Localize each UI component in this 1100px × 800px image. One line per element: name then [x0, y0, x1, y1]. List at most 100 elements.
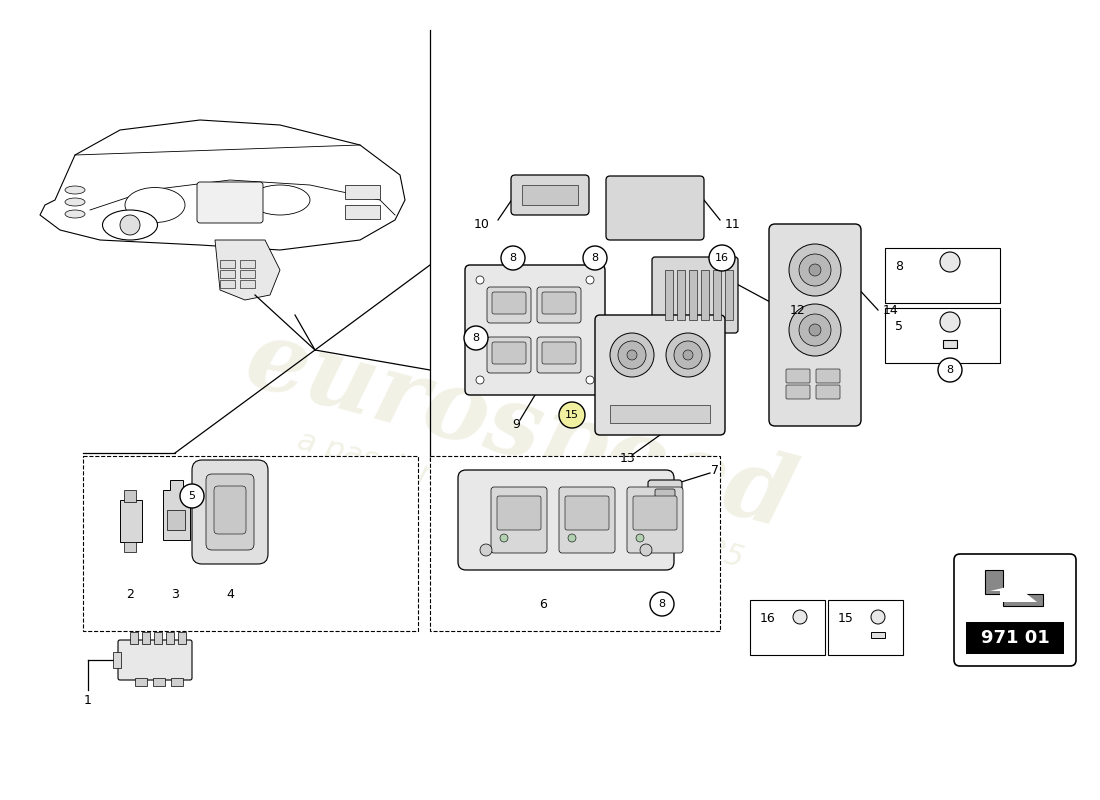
- Text: 8: 8: [895, 260, 903, 273]
- Text: 5: 5: [188, 491, 196, 501]
- FancyBboxPatch shape: [537, 337, 581, 373]
- FancyBboxPatch shape: [606, 176, 704, 240]
- Bar: [725, 270, 733, 320]
- Text: 10: 10: [474, 218, 490, 230]
- Text: 8: 8: [946, 365, 954, 375]
- Text: 8: 8: [659, 599, 666, 609]
- Polygon shape: [214, 240, 280, 300]
- Circle shape: [559, 402, 585, 428]
- FancyBboxPatch shape: [632, 496, 676, 530]
- Bar: [240, 270, 255, 278]
- Polygon shape: [163, 480, 190, 540]
- Text: eurospeed: eurospeed: [235, 312, 804, 548]
- FancyBboxPatch shape: [197, 182, 263, 223]
- Circle shape: [793, 610, 807, 624]
- Circle shape: [180, 484, 204, 508]
- Circle shape: [808, 324, 821, 336]
- Bar: [170, 678, 183, 686]
- Bar: [220, 270, 235, 278]
- Bar: [676, 270, 685, 320]
- Circle shape: [476, 376, 484, 384]
- FancyBboxPatch shape: [497, 496, 541, 530]
- Text: 15: 15: [565, 410, 579, 420]
- Bar: [153, 678, 165, 686]
- Text: 4: 4: [227, 589, 234, 602]
- Ellipse shape: [102, 210, 157, 240]
- FancyBboxPatch shape: [542, 342, 576, 364]
- Bar: [124, 490, 136, 502]
- Text: 15: 15: [838, 612, 854, 625]
- Bar: [166, 632, 174, 644]
- Text: 12: 12: [790, 303, 805, 317]
- Bar: [124, 542, 136, 552]
- Circle shape: [500, 534, 508, 542]
- Circle shape: [583, 246, 607, 270]
- Circle shape: [650, 592, 674, 616]
- FancyBboxPatch shape: [487, 287, 531, 323]
- Bar: [240, 260, 255, 268]
- Ellipse shape: [125, 187, 185, 222]
- Bar: [154, 632, 162, 644]
- Bar: [750, 600, 825, 655]
- Circle shape: [636, 534, 644, 542]
- Bar: [966, 622, 1064, 654]
- Polygon shape: [984, 570, 1043, 606]
- FancyBboxPatch shape: [816, 369, 840, 383]
- Text: 16: 16: [715, 253, 729, 263]
- Bar: [345, 185, 379, 199]
- FancyBboxPatch shape: [192, 460, 268, 564]
- Bar: [871, 632, 886, 638]
- FancyBboxPatch shape: [214, 486, 246, 534]
- FancyBboxPatch shape: [492, 342, 526, 364]
- Text: 8: 8: [472, 333, 480, 343]
- Ellipse shape: [250, 185, 310, 215]
- Bar: [943, 340, 957, 348]
- Circle shape: [640, 544, 652, 556]
- Bar: [430, 456, 720, 631]
- Bar: [240, 280, 255, 288]
- FancyBboxPatch shape: [786, 369, 810, 383]
- Bar: [828, 600, 903, 655]
- Bar: [701, 270, 710, 320]
- FancyBboxPatch shape: [648, 480, 682, 526]
- FancyBboxPatch shape: [769, 224, 861, 426]
- Bar: [113, 652, 121, 668]
- Ellipse shape: [65, 198, 85, 206]
- Circle shape: [120, 215, 140, 235]
- Circle shape: [871, 610, 886, 624]
- Bar: [120, 500, 142, 542]
- Text: 5: 5: [895, 320, 903, 333]
- Bar: [135, 678, 147, 686]
- FancyBboxPatch shape: [465, 265, 605, 395]
- Circle shape: [610, 333, 654, 377]
- FancyBboxPatch shape: [652, 257, 738, 333]
- FancyBboxPatch shape: [954, 554, 1076, 666]
- Bar: [82, 456, 418, 631]
- FancyBboxPatch shape: [627, 487, 683, 553]
- Circle shape: [500, 246, 525, 270]
- Circle shape: [480, 544, 492, 556]
- Bar: [522, 185, 578, 205]
- Circle shape: [586, 276, 594, 284]
- Circle shape: [799, 314, 830, 346]
- Circle shape: [789, 304, 842, 356]
- Text: 9: 9: [513, 418, 520, 431]
- Circle shape: [627, 350, 637, 360]
- Bar: [167, 510, 185, 530]
- Circle shape: [808, 264, 821, 276]
- Circle shape: [940, 252, 960, 272]
- Bar: [666, 270, 673, 320]
- Circle shape: [789, 244, 842, 296]
- Text: 3: 3: [172, 589, 179, 602]
- Text: 11: 11: [725, 218, 740, 230]
- Bar: [178, 632, 186, 644]
- FancyBboxPatch shape: [512, 175, 588, 215]
- FancyBboxPatch shape: [206, 474, 254, 550]
- Text: 13: 13: [620, 453, 636, 466]
- FancyBboxPatch shape: [491, 487, 547, 553]
- FancyBboxPatch shape: [816, 385, 840, 399]
- Circle shape: [586, 376, 594, 384]
- FancyBboxPatch shape: [487, 337, 531, 373]
- Bar: [713, 270, 721, 320]
- Bar: [886, 248, 1000, 303]
